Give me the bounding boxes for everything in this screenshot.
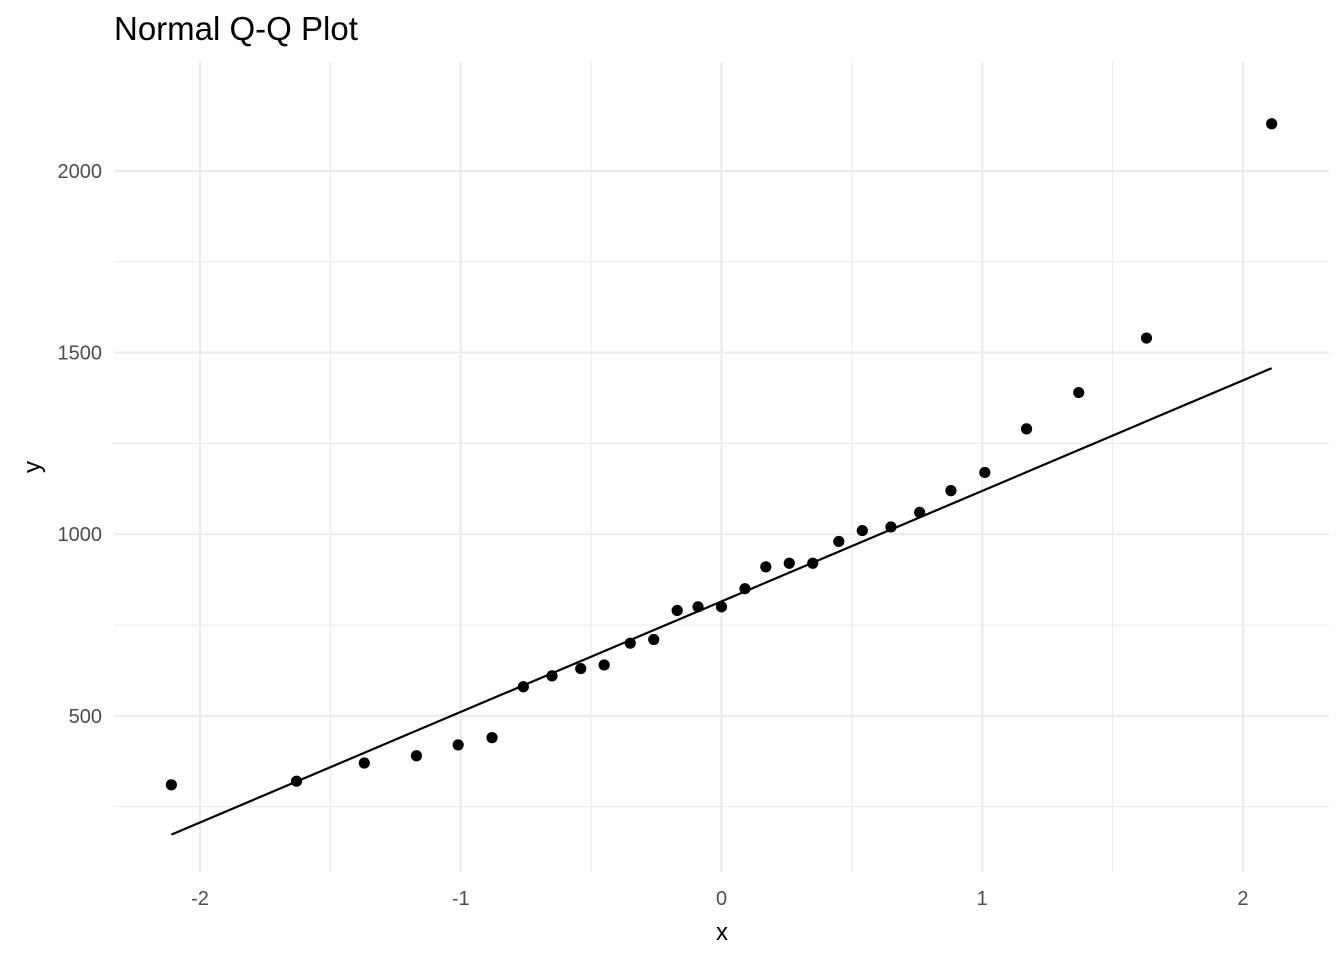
data-point xyxy=(885,521,897,533)
data-point xyxy=(624,637,636,649)
y-tick-labels: 500 1000 1500 2000 xyxy=(58,161,103,728)
data-point xyxy=(671,604,683,617)
data-point xyxy=(410,750,423,762)
data-point xyxy=(575,662,587,675)
data-point xyxy=(856,524,868,537)
data-point xyxy=(739,583,751,595)
x-tick-label: 2 xyxy=(1237,888,1248,910)
data-point xyxy=(486,732,498,744)
data-point xyxy=(1020,423,1033,435)
data-point xyxy=(517,681,529,693)
x-tick-label: -2 xyxy=(191,888,209,910)
y-tick-label: 2000 xyxy=(58,161,103,183)
major-gridlines xyxy=(114,62,1329,872)
x-tick-label: 1 xyxy=(977,888,988,910)
data-point xyxy=(760,561,772,573)
x-tick-label: -1 xyxy=(452,888,470,910)
data-point xyxy=(358,757,370,769)
data-point xyxy=(1073,386,1085,399)
y-axis-title: y xyxy=(19,461,46,473)
x-axis-title: x xyxy=(716,919,728,946)
data-point xyxy=(833,535,845,548)
data-point xyxy=(945,485,957,497)
data-point xyxy=(692,601,704,613)
data-point xyxy=(452,739,464,751)
chart-title: Normal Q-Q Plot xyxy=(114,10,358,47)
data-point xyxy=(807,557,819,569)
x-tick-labels: -2 -1 0 1 2 xyxy=(191,888,1248,910)
data-point xyxy=(979,466,991,479)
data-point xyxy=(715,601,728,613)
data-point xyxy=(546,670,558,682)
y-tick-label: 1000 xyxy=(58,524,103,546)
data-points xyxy=(165,118,1278,791)
data-point xyxy=(914,506,926,519)
x-tick-label: 0 xyxy=(716,888,727,910)
data-point xyxy=(598,659,610,671)
data-point xyxy=(648,633,660,646)
data-point xyxy=(290,775,303,787)
y-tick-label: 1500 xyxy=(58,343,103,365)
data-point xyxy=(1140,332,1153,344)
data-point xyxy=(783,557,795,569)
data-point xyxy=(165,779,177,791)
y-tick-label: 500 xyxy=(69,706,102,728)
data-point xyxy=(1266,118,1278,130)
